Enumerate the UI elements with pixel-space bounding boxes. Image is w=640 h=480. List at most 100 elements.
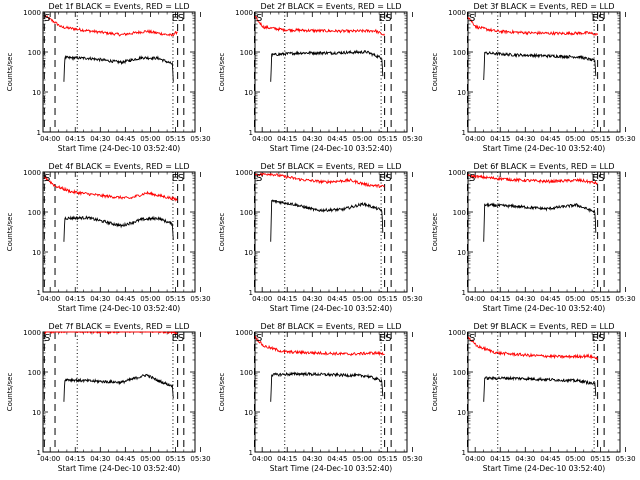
y-tick-label: 1000 — [23, 169, 41, 177]
y-tick-label: 100 — [28, 209, 41, 217]
series-line — [467, 174, 598, 186]
y-axis-label: Counts/sec — [6, 213, 14, 252]
x-tick-label: 04:00 — [465, 455, 485, 463]
x-tick-label: 05:15 — [590, 295, 610, 303]
x-tick-label: 05:30 — [615, 135, 635, 143]
chart-title: Det 4f BLACK = Events, RED = LLD — [48, 162, 189, 171]
series-line — [44, 175, 178, 202]
event-marker-label: S — [469, 333, 475, 344]
y-tick-label: 10 — [457, 89, 466, 97]
y-tick-label: 10 — [32, 409, 41, 417]
plot-frame — [254, 11, 408, 133]
chart-panel: Det 3f BLACK = Events, RED = LLD Counts/s… — [431, 2, 636, 153]
series-line — [483, 375, 597, 402]
x-axis-label: Start Time (24-Dec-10 03:52:40) — [270, 144, 392, 153]
plot-frame — [42, 331, 196, 453]
event-marker-label: E — [592, 173, 598, 184]
event-marker-label: S — [598, 173, 604, 184]
plot-frame — [42, 11, 196, 133]
plot-frame — [254, 331, 408, 453]
event-marker-label: S — [385, 173, 391, 184]
x-tick-label: 04:45 — [115, 135, 135, 143]
y-tick-label: 100 — [453, 49, 466, 57]
x-axis-label: Start Time (24-Dec-10 03:52:40) — [483, 144, 605, 153]
series-line — [270, 199, 384, 242]
event-marker-label: S — [256, 333, 262, 344]
y-tick-label: 1 — [37, 289, 41, 297]
y-tick-label: 1 — [462, 449, 466, 457]
event-marker-label: S — [469, 13, 475, 24]
y-tick-label: 10 — [457, 249, 466, 257]
chart-title: Det 6f BLACK = Events, RED = LLD — [473, 162, 614, 171]
chart-title: Det 7f BLACK = Events, RED = LLD — [48, 322, 189, 331]
x-tick-label: 05:30 — [190, 295, 210, 303]
y-tick-label: 1 — [462, 129, 466, 137]
plot-frame — [254, 171, 408, 293]
plot-frame — [467, 171, 621, 293]
x-tick-label: 04:00 — [465, 135, 485, 143]
series-line — [44, 330, 178, 336]
x-tick-label: 05:00 — [352, 295, 372, 303]
x-tick-label: 04:45 — [540, 135, 560, 143]
x-tick-label: 04:15 — [490, 135, 510, 143]
x-tick-label: 04:45 — [327, 295, 347, 303]
x-tick-label: 04:15 — [490, 295, 510, 303]
x-tick-label: 04:45 — [327, 135, 347, 143]
x-tick-label: 04:45 — [115, 295, 135, 303]
y-tick-label: 100 — [453, 369, 466, 377]
chart-panel: Det 1f BLACK = Events, RED = LLD Counts/s… — [6, 2, 211, 153]
chart-title: Det 8f BLACK = Events, RED = LLD — [260, 322, 401, 331]
x-tick-label: 05:30 — [402, 455, 422, 463]
y-tick-label: 10 — [32, 89, 41, 97]
event-marker-label: S — [178, 333, 184, 344]
event-marker-label: S — [44, 13, 50, 24]
event-marker-label: S — [256, 173, 262, 184]
x-tick-label: 05:00 — [140, 135, 160, 143]
y-tick-label: 100 — [28, 369, 41, 377]
x-tick-label: 04:00 — [465, 295, 485, 303]
x-tick-label: 04:45 — [540, 295, 560, 303]
y-tick-label: 1000 — [235, 169, 253, 177]
x-tick-label: 05:30 — [615, 295, 635, 303]
y-tick-label: 10 — [244, 249, 253, 257]
event-marker-label: S — [598, 13, 604, 24]
x-axis-label: Start Time (24-Dec-10 03:52:40) — [483, 304, 605, 313]
y-axis-label: Counts/sec — [6, 53, 14, 92]
x-tick-label: 04:15 — [65, 455, 85, 463]
event-marker-label: S — [385, 13, 391, 24]
y-tick-label: 1000 — [235, 9, 253, 17]
series-line — [483, 50, 597, 81]
x-axis-label: Start Time (24-Dec-10 03:52:40) — [270, 464, 392, 473]
y-tick-label: 10 — [244, 89, 253, 97]
x-tick-label: 04:15 — [277, 135, 297, 143]
plot-frame — [42, 171, 196, 293]
y-tick-label: 1 — [249, 449, 253, 457]
event-marker-label: E — [172, 173, 178, 184]
x-axis-label: Start Time (24-Dec-10 03:52:40) — [58, 304, 180, 313]
x-tick-label: 04:30 — [515, 295, 535, 303]
chart-panel: Det 2f BLACK = Events, RED = LLD Counts/s… — [218, 2, 423, 153]
x-tick-label: 04:30 — [302, 295, 322, 303]
chart-title: Det 1f BLACK = Events, RED = LLD — [48, 2, 189, 11]
chart-title: Det 2f BLACK = Events, RED = LLD — [260, 2, 401, 11]
event-marker-label: E — [592, 333, 598, 344]
x-tick-label: 04:30 — [515, 455, 535, 463]
y-tick-label: 1000 — [235, 329, 253, 337]
event-marker-label: S — [598, 333, 604, 344]
event-marker-label: E — [379, 13, 385, 24]
y-axis-label: Counts/sec — [218, 373, 226, 412]
plot-frame — [467, 11, 621, 133]
y-tick-label: 1000 — [448, 329, 466, 337]
y-tick-label: 1000 — [23, 9, 41, 17]
y-axis-label: Counts/sec — [218, 53, 226, 92]
x-tick-label: 04:30 — [90, 295, 110, 303]
y-tick-label: 1000 — [23, 329, 41, 337]
chart-panel: Det 7f BLACK = Events, RED = LLD Counts/s… — [6, 322, 211, 473]
y-axis-label: Counts/sec — [218, 213, 226, 252]
y-tick-label: 100 — [453, 209, 466, 217]
x-tick-label: 04:00 — [40, 295, 60, 303]
event-marker-label: S — [469, 173, 475, 184]
x-tick-label: 05:15 — [165, 295, 185, 303]
event-marker-label: E — [172, 333, 178, 344]
x-tick-label: 05:00 — [352, 135, 372, 143]
